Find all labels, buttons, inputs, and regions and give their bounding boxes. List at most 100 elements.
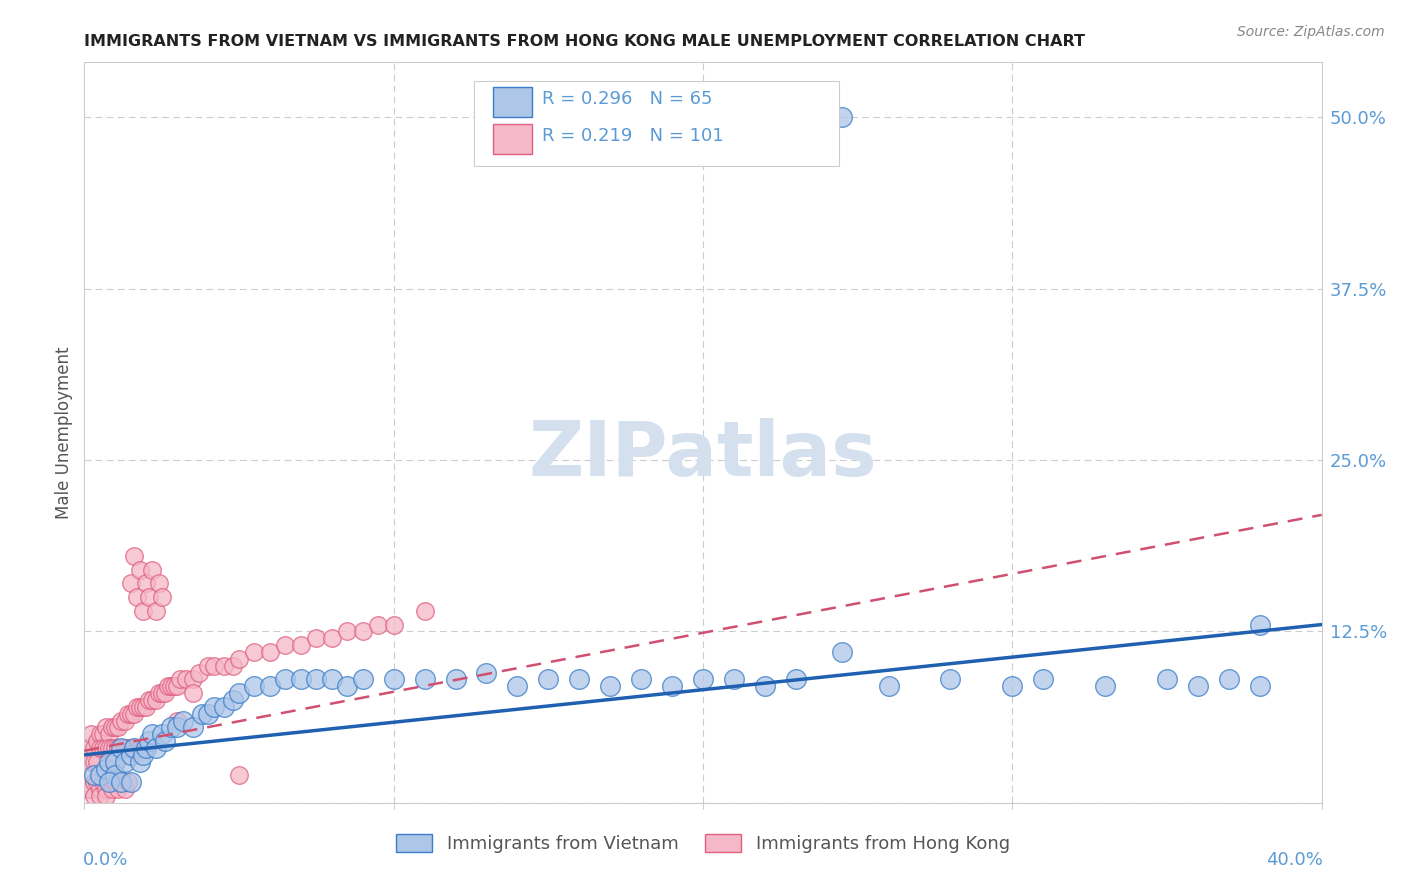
Point xyxy=(101,741,124,756)
Point xyxy=(135,699,157,714)
Point xyxy=(181,673,204,687)
Point xyxy=(172,714,194,728)
Point xyxy=(122,741,145,756)
Point xyxy=(86,775,108,789)
Point xyxy=(336,679,359,693)
Point xyxy=(153,686,176,700)
Point xyxy=(104,741,127,756)
Point xyxy=(352,673,374,687)
Legend: Immigrants from Vietnam, Immigrants from Hong Kong: Immigrants from Vietnam, Immigrants from… xyxy=(388,827,1018,861)
Point xyxy=(305,632,328,646)
Point xyxy=(79,755,101,769)
Text: IMMIGRANTS FROM VIETNAM VS IMMIGRANTS FROM HONG KONG MALE UNEMPLOYMENT CORRELATI: IMMIGRANTS FROM VIETNAM VS IMMIGRANTS FR… xyxy=(84,34,1085,49)
Point xyxy=(141,727,163,741)
Point xyxy=(321,673,343,687)
Point xyxy=(444,673,467,687)
Point xyxy=(117,741,139,756)
Point xyxy=(138,734,160,748)
Point xyxy=(243,645,266,659)
Point xyxy=(104,768,127,782)
Point xyxy=(145,741,167,756)
Point xyxy=(98,741,121,756)
Point xyxy=(76,741,98,756)
Point xyxy=(150,590,173,604)
Point xyxy=(107,741,129,756)
Point xyxy=(228,652,250,666)
Point xyxy=(160,679,183,693)
Point xyxy=(98,775,121,789)
Point xyxy=(785,673,807,687)
Point xyxy=(107,720,129,734)
Point xyxy=(568,673,591,687)
Point xyxy=(94,741,117,756)
Point xyxy=(537,673,560,687)
Point xyxy=(83,755,105,769)
Point xyxy=(228,768,250,782)
Point xyxy=(114,782,136,797)
Point xyxy=(163,679,186,693)
Point xyxy=(107,782,129,797)
Point xyxy=(122,706,145,721)
Point xyxy=(176,673,198,687)
Point xyxy=(166,720,188,734)
Point xyxy=(86,734,108,748)
Point xyxy=(1156,673,1178,687)
Point xyxy=(141,563,163,577)
Point xyxy=(274,673,297,687)
Point xyxy=(129,563,152,577)
Point xyxy=(129,755,152,769)
Point xyxy=(110,775,132,789)
Point xyxy=(475,665,498,680)
Point xyxy=(197,706,219,721)
Point xyxy=(94,782,117,797)
Point xyxy=(120,741,142,756)
Point xyxy=(212,658,235,673)
Point xyxy=(91,775,114,789)
Point xyxy=(132,604,155,618)
Point xyxy=(135,576,157,591)
Point xyxy=(138,693,160,707)
Text: 40.0%: 40.0% xyxy=(1265,851,1323,869)
Point xyxy=(79,782,101,797)
Point xyxy=(114,741,136,756)
Point xyxy=(367,617,389,632)
Point xyxy=(114,714,136,728)
Point xyxy=(290,673,312,687)
Point xyxy=(290,638,312,652)
Point xyxy=(630,673,652,687)
Point xyxy=(187,665,209,680)
Point xyxy=(120,747,142,762)
Point xyxy=(83,775,105,789)
Point xyxy=(413,604,436,618)
Point xyxy=(1094,679,1116,693)
Point xyxy=(135,741,157,756)
Point xyxy=(259,679,281,693)
Point xyxy=(83,789,105,803)
Text: Source: ZipAtlas.com: Source: ZipAtlas.com xyxy=(1237,25,1385,39)
Y-axis label: Male Unemployment: Male Unemployment xyxy=(55,346,73,519)
Point xyxy=(228,686,250,700)
Point xyxy=(110,714,132,728)
Point xyxy=(86,755,108,769)
Point xyxy=(91,741,114,756)
Point xyxy=(117,706,139,721)
Point xyxy=(104,720,127,734)
Point xyxy=(91,727,114,741)
Point xyxy=(259,645,281,659)
Point xyxy=(98,727,121,741)
Point xyxy=(754,679,776,693)
Point xyxy=(145,604,167,618)
Point xyxy=(148,576,170,591)
Point xyxy=(156,679,179,693)
Point xyxy=(101,720,124,734)
Point xyxy=(181,720,204,734)
Point xyxy=(150,727,173,741)
Point xyxy=(101,782,124,797)
Point xyxy=(692,673,714,687)
Point xyxy=(129,741,152,756)
Point xyxy=(89,741,111,756)
Point xyxy=(83,768,105,782)
Point xyxy=(1001,679,1024,693)
Point xyxy=(148,686,170,700)
Text: 0.0%: 0.0% xyxy=(83,851,128,869)
